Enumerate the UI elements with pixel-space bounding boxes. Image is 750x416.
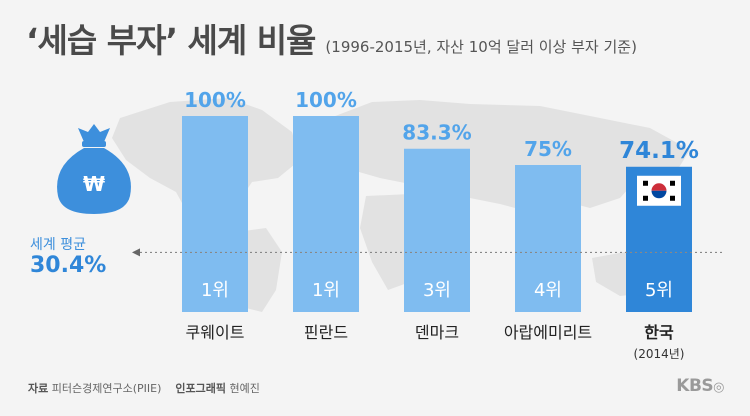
chart-title: ‘세습 부자’ 세계 비율: [26, 21, 316, 60]
flag-trigram-1: [643, 180, 648, 186]
x-tick-label: 한국: [644, 323, 674, 342]
flag-trigram-4: [670, 195, 675, 201]
chart-subtitle: (1996-2015년, 자산 10억 달러 이상 부자 기준): [325, 38, 637, 56]
graphic-credit-label: 인포그래픽: [175, 382, 226, 395]
kbs-logo-text: KBS: [676, 376, 714, 396]
kbs-logo: KBS◎: [676, 376, 724, 396]
bar-value-label: 100%: [184, 88, 246, 112]
chart-title-row: ‘세습 부자’ 세계 비율 (1996-2015년, 자산 10억 달러 이상 …: [26, 14, 637, 62]
x-tick-label: 쿠웨이트: [186, 323, 245, 342]
flag-taegeuk-blue: [651, 190, 667, 199]
bar-4: [515, 165, 581, 312]
world-average-value: 30.4%: [30, 253, 107, 278]
x-tick-label: 아랍에미리트: [504, 323, 592, 342]
bar-rank-label: 5위: [645, 280, 673, 301]
flag-trigram-3: [643, 195, 648, 201]
reference-line-arrowhead: [132, 248, 140, 257]
x-tick-label: 덴마크: [415, 323, 459, 342]
bar-rank-label: 4위: [534, 280, 562, 301]
flag-taegeuk-red: [651, 183, 667, 191]
bar-value-label: 75%: [524, 137, 572, 161]
bar-2: [293, 116, 359, 312]
bar-rank-label: 1위: [312, 280, 340, 301]
bar-value-label: 100%: [295, 88, 357, 112]
bar-value-label: 74.1%: [619, 138, 699, 164]
x-tick-label: 핀란드: [304, 323, 348, 342]
source-text: 피터슨경제연구소(PIIE): [51, 382, 162, 395]
bar-rank-label: 1위: [201, 280, 229, 301]
graphic-credit-author: 현예진: [229, 382, 260, 395]
won-symbol: ₩: [83, 172, 105, 196]
bar-value-label: 83.3%: [402, 121, 471, 145]
bar-rank-label: 3위: [423, 280, 451, 301]
bar-1: [182, 116, 248, 312]
korea-flag-icon: [637, 175, 681, 206]
source-footer: 자료 피터슨경제연구소(PIIE) 인포그래픽 현예진: [28, 380, 260, 396]
bar-3: [404, 148, 470, 312]
world-average-label: 세계 평균: [30, 237, 86, 253]
kbs-logo-mark: ◎: [713, 380, 724, 395]
source-label: 자료: [28, 382, 49, 395]
flag-trigram-2: [670, 180, 675, 186]
money-bag-icon: ₩: [57, 124, 131, 214]
x-tick-note: (2014년): [634, 347, 685, 361]
